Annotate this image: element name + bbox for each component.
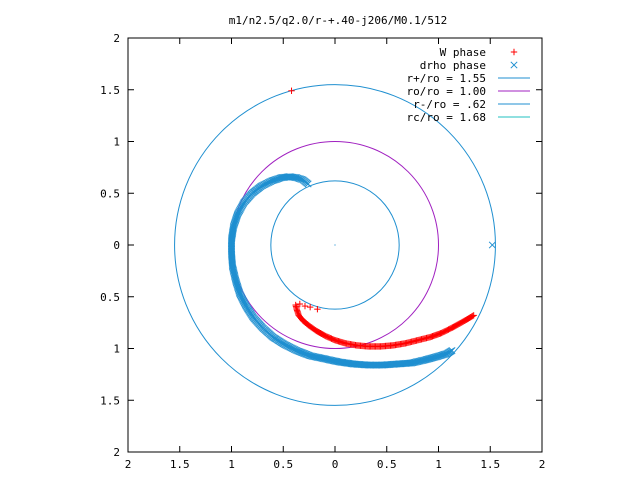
w-phase-point (306, 303, 314, 311)
w-phase-point (301, 302, 309, 310)
chart-title: m1/n2.5/q2.0/r-+.40-j206/M0.1/512 (229, 14, 448, 27)
points-layer (227, 87, 496, 369)
x-tick-label: 1.5 (480, 458, 500, 471)
drho-phase-point (448, 347, 456, 355)
x-tick-label: 2 (539, 458, 546, 471)
legend-label: drho phase (420, 59, 486, 72)
y-tick-label: 2 (113, 446, 120, 459)
drho-phase-point (235, 288, 243, 296)
legend-marker (510, 48, 518, 56)
legend-label: ro/ro = 1.00 (407, 85, 486, 98)
circle-r-ro-62 (270, 180, 400, 310)
w-phase-point (470, 312, 477, 319)
legend-label: rc/ro = 1.68 (407, 111, 486, 124)
y-tick-label: 1.5 (100, 84, 120, 97)
y-tick-label: 2 (113, 32, 120, 45)
y-tick-label: 0 (113, 239, 120, 252)
x-tick-label: 0 (332, 458, 339, 471)
w-phase-point (314, 305, 321, 313)
x-tick-label: 2 (125, 458, 132, 471)
circle-r-ro-1-55 (174, 84, 496, 406)
drho-phase-point (269, 176, 277, 184)
x-tick-label: 0.5 (273, 458, 293, 471)
x-tick-label: 1.5 (170, 458, 190, 471)
x-tick-label: 0.5 (377, 458, 397, 471)
y-tick-label: 1.5 (100, 394, 120, 407)
legend-label: r-/ro = .62 (413, 98, 486, 111)
y-tick-label: 0.5 (100, 291, 120, 304)
ticks-layer: 2 1.5 1 0.5 0 0.5 1 1.5 221.510.500.511.52 (100, 32, 545, 471)
y-tick-label: 0.5 (100, 187, 120, 200)
legend-label: W phase (440, 46, 486, 59)
w-phase-point (296, 300, 304, 308)
x-tick-label: 1 (435, 458, 442, 471)
w-phase-point (469, 312, 476, 320)
w-phase-point (288, 87, 295, 94)
drho-phase-point (488, 241, 496, 249)
y-tick-label: 1 (113, 343, 120, 356)
legend-label: r+/ro = 1.55 (407, 72, 486, 85)
x-tick-label: 1 (228, 458, 235, 471)
legend-marker (510, 61, 518, 69)
origin-dot (334, 244, 336, 246)
y-tick-label: 1 (113, 136, 120, 149)
